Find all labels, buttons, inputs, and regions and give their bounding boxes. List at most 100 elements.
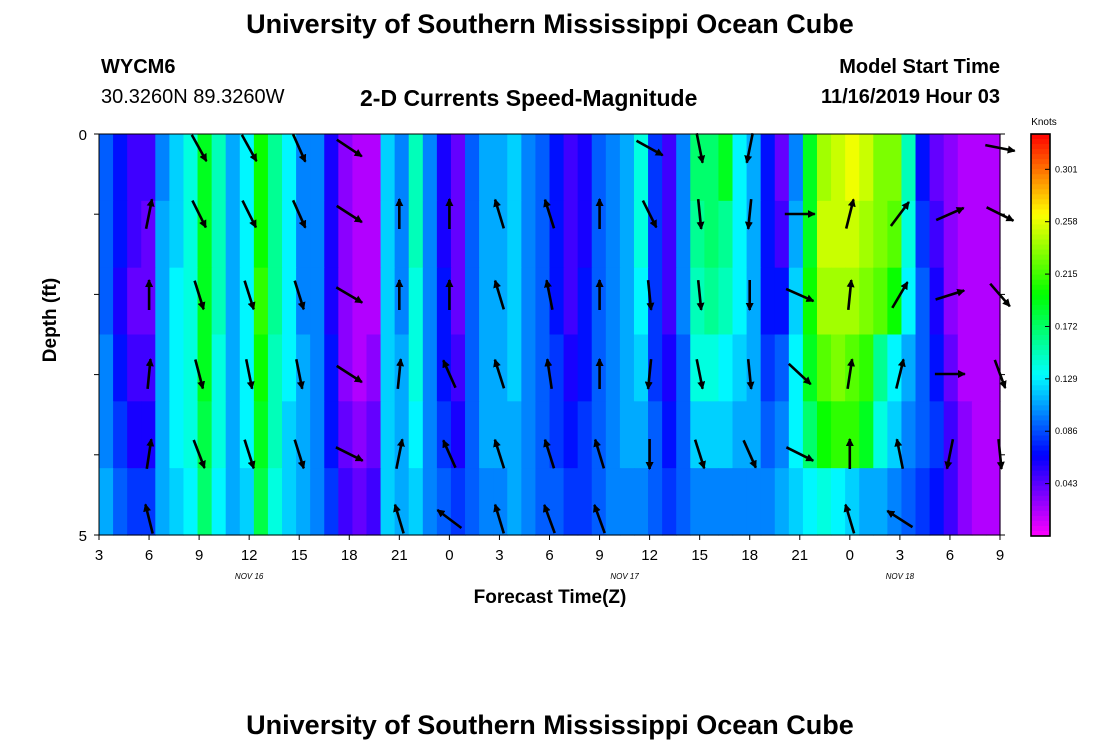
heatmap-cell xyxy=(633,334,649,402)
heatmap-cell xyxy=(831,134,846,202)
x-tick-label: 6 xyxy=(946,547,954,564)
colorbar-unit: Knots xyxy=(1031,117,1057,128)
heatmap-cell xyxy=(859,134,874,202)
colorbar-swatch xyxy=(1031,169,1050,175)
heatmap-cell xyxy=(563,334,579,402)
heatmap-cell xyxy=(366,267,382,336)
heatmap-cell xyxy=(957,134,973,202)
current-vector-arrow xyxy=(240,134,258,162)
heatmap-cell xyxy=(732,401,748,469)
heatmap-cell xyxy=(507,334,522,402)
x-tick-label: 9 xyxy=(195,547,203,564)
colorbar-swatch xyxy=(1031,530,1050,537)
heatmap-cell xyxy=(873,334,888,402)
heatmap-cell xyxy=(282,200,297,269)
heatmap-cell xyxy=(788,334,804,402)
heatmap-cell xyxy=(718,334,734,402)
colorbar-tick-label: 0.172 xyxy=(1055,321,1078,331)
heatmap-cell xyxy=(197,267,213,336)
colorbar-swatch xyxy=(1031,309,1050,316)
colorbar-swatch xyxy=(1031,500,1050,507)
current-vector-arrow xyxy=(190,134,208,162)
current-vector-arrow xyxy=(542,503,556,534)
x-tick-label: 0 xyxy=(445,547,453,564)
heatmap-cell xyxy=(310,134,325,202)
heatmap-cell xyxy=(380,200,396,269)
heatmap-cell xyxy=(155,200,170,269)
date-label: NOV 18 xyxy=(886,572,915,581)
colorbar-tick-label: 0.301 xyxy=(1055,164,1078,174)
heatmap-cell xyxy=(479,468,494,536)
heatmap-cell xyxy=(253,334,269,402)
heatmap-cell xyxy=(183,267,199,336)
heatmap-cell xyxy=(99,134,114,202)
y-axis-label: Depth (ft) xyxy=(40,278,61,362)
heatmap-cell xyxy=(366,334,382,402)
heatmap-cell xyxy=(619,134,635,202)
heatmap-cell xyxy=(760,267,776,336)
colorbar-swatch xyxy=(1031,214,1050,221)
colorbar-swatch xyxy=(1031,375,1050,381)
colorbar-swatch xyxy=(1031,144,1050,150)
colorbar-tick-label: 0.086 xyxy=(1055,426,1078,436)
heatmap-cell xyxy=(648,267,663,336)
heatmap-cell xyxy=(845,401,860,469)
current-vector-arrow xyxy=(335,446,364,462)
heatmap-cell xyxy=(380,401,396,469)
heatmap-cell xyxy=(366,401,382,469)
heatmap-cell xyxy=(521,468,537,536)
heatmap-cell xyxy=(732,468,748,536)
heatmap-cell xyxy=(521,200,537,269)
heatmap-cell xyxy=(197,334,213,402)
heatmap-cell xyxy=(619,401,635,469)
current-vector-arrow xyxy=(843,503,856,534)
current-vector-arrow xyxy=(544,279,554,310)
heatmap-cell xyxy=(113,134,128,202)
current-vector-arrow xyxy=(891,281,909,309)
colorbar-swatch xyxy=(1031,179,1050,185)
heatmap-cell xyxy=(408,267,424,336)
heatmap-cell xyxy=(788,468,804,536)
current-vector-arrow xyxy=(442,439,457,469)
heatmap-cell xyxy=(450,134,466,202)
colorbar-swatch xyxy=(1031,184,1050,190)
heatmap-cell xyxy=(324,200,339,269)
heatmap-cell xyxy=(535,267,551,336)
current-vector-arrow xyxy=(935,288,966,301)
heatmap-cell xyxy=(887,334,903,402)
colorbar-swatch xyxy=(1031,274,1050,281)
x-tick-label: 15 xyxy=(691,547,708,564)
current-vector-arrow xyxy=(646,279,655,311)
station-id: WYCM6 xyxy=(101,56,176,78)
heatmap-cell xyxy=(859,401,874,469)
colorbar-swatch xyxy=(1031,159,1050,165)
heatmap-cell xyxy=(591,468,607,536)
heatmap-cell xyxy=(324,134,339,202)
colorbar-swatch xyxy=(1031,189,1050,195)
heatmap-cell xyxy=(760,200,776,269)
colorbar-swatch xyxy=(1031,294,1050,301)
colorbar-swatch xyxy=(1031,365,1050,371)
heatmap-cell xyxy=(732,334,748,402)
colorbar-swatch xyxy=(1031,425,1050,432)
heatmap-cell xyxy=(225,134,241,202)
colorbar-swatch xyxy=(1031,299,1050,306)
colorbar-swatch xyxy=(1031,319,1050,326)
x-tick-label: 6 xyxy=(145,547,153,564)
heatmap-cell xyxy=(99,200,114,269)
heatmap-cell xyxy=(253,468,269,536)
heatmap-cell xyxy=(324,468,339,536)
heatmap-cell xyxy=(99,267,114,336)
heatmap-cell xyxy=(619,267,635,336)
heatmap-cell xyxy=(296,468,311,536)
heatmap-cell xyxy=(831,468,846,536)
heatmap-cell xyxy=(929,401,945,469)
colorbar-swatch xyxy=(1031,139,1050,145)
heatmap-cell xyxy=(183,468,199,536)
heatmap-cell xyxy=(746,468,762,536)
colorbar-swatch xyxy=(1031,490,1050,497)
colorbar-swatch xyxy=(1031,480,1050,487)
heatmap-cell xyxy=(971,267,987,336)
heatmap-cell xyxy=(788,134,804,202)
heatmap-cell xyxy=(746,401,762,469)
